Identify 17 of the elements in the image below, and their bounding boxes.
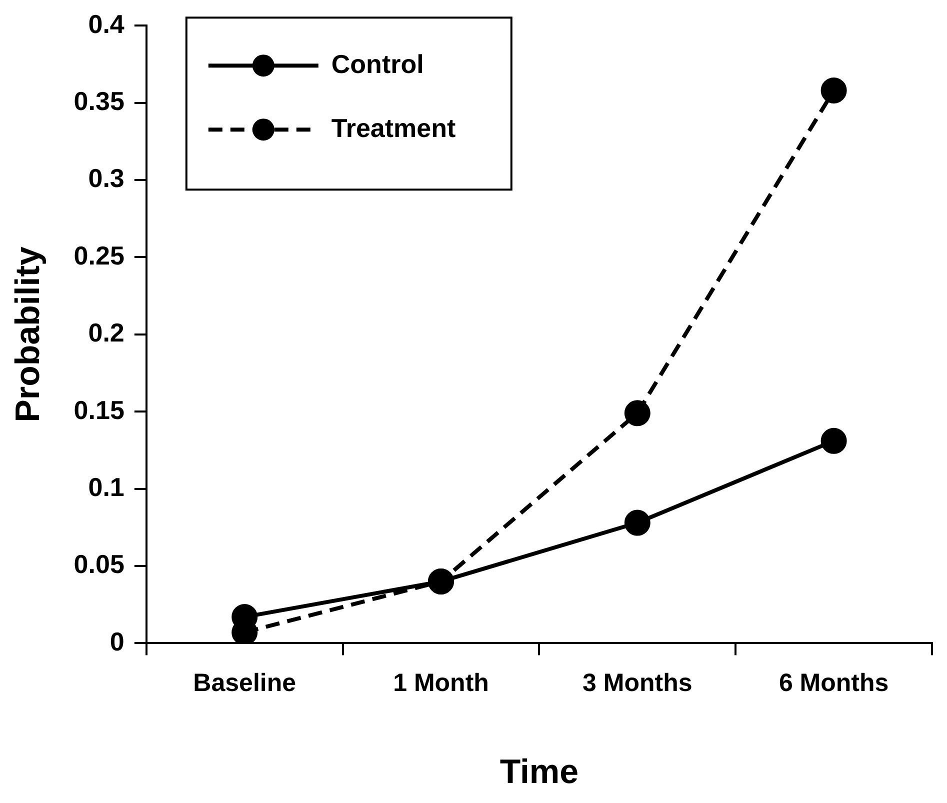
x-tick-label: Baseline [193,669,296,698]
y-tick-label: 0.1 [88,472,124,502]
x-axis-title: Time [500,752,579,791]
y-tick-label: 0.25 [74,240,124,270]
y-tick-label: 0.15 [74,394,124,425]
y-tick-label: 0 [110,626,124,656]
x-tick-label: 6 Months [778,669,889,698]
y-axis-title: Probability [8,246,47,422]
x-tick-label: 3 Months [582,669,692,698]
x-tick-label: 1 Month [393,669,489,698]
legend-label: Treatment [331,112,456,143]
y-tick-label: 0.4 [88,8,125,39]
y-tick-label: 0.05 [74,549,124,580]
y-tick-label: 0.3 [88,163,124,194]
y-tick-label: 0.35 [74,86,124,116]
y-tick-label: 0.2 [88,318,124,348]
legend-label: Control [331,48,424,79]
